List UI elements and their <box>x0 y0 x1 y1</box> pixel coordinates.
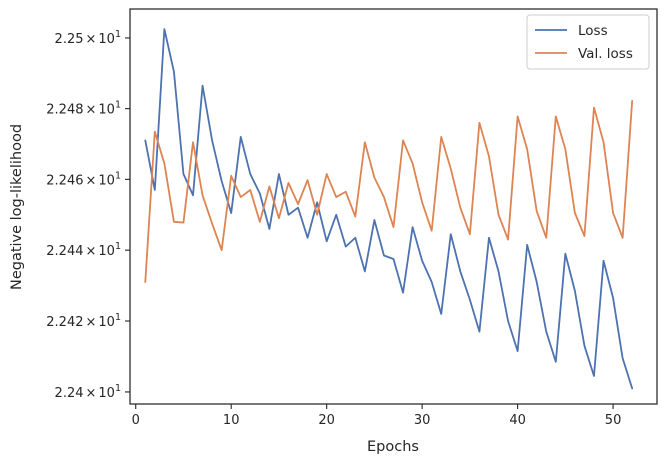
y-tick-base: 10 <box>98 32 115 47</box>
y-tick-exponent: 1 <box>115 100 121 111</box>
y-axis-label: Negative log-likelihood <box>9 124 25 290</box>
y-tick-base: 10 <box>98 173 115 188</box>
series-line-val-loss <box>144 99 634 283</box>
y-tick-times: × <box>86 173 97 188</box>
y-tick-exponent: 1 <box>115 170 121 181</box>
x-tick-label: 10 <box>223 413 240 428</box>
x-tick-label: 20 <box>318 413 335 428</box>
legend: Loss Val. loss <box>526 14 650 70</box>
series-lines <box>144 28 634 390</box>
y-tick-mantissa: 2.244 <box>46 244 83 259</box>
x-tick-label: 40 <box>509 413 526 428</box>
y-tick-label: 2.246 × 101 <box>46 170 121 188</box>
x-axis-ticks: 0 10 20 30 40 50 <box>132 404 622 428</box>
y-tick-label: 2.24 × 101 <box>55 383 121 401</box>
y-tick-exponent: 1 <box>115 383 121 394</box>
y-tick-mantissa: 2.24 <box>55 386 84 401</box>
y-tick-mantissa: 2.242 <box>46 315 83 330</box>
y-tick-mantissa: 2.25 <box>55 32 84 47</box>
x-tick-label: 50 <box>605 413 622 428</box>
y-tick-base: 10 <box>98 386 115 401</box>
y-tick-times: × <box>86 386 97 401</box>
x-axis-label: Epochs <box>367 439 419 455</box>
y-tick-label: 2.25 × 101 <box>55 29 121 47</box>
series-line-loss <box>144 28 634 390</box>
y-tick-times: × <box>86 315 97 330</box>
y-tick-times: × <box>86 244 97 259</box>
y-tick-mantissa: 2.248 <box>46 103 83 118</box>
y-tick-base: 10 <box>98 244 115 259</box>
x-tick-label: 30 <box>414 413 431 428</box>
y-tick-exponent: 1 <box>115 29 121 40</box>
x-tick-label: 0 <box>132 413 140 428</box>
legend-label-val-loss: Val. loss <box>578 46 633 62</box>
y-tick-exponent: 1 <box>115 312 121 323</box>
y-tick-times: × <box>86 32 97 47</box>
y-tick-label: 2.244 × 101 <box>46 241 121 259</box>
y-tick-base: 10 <box>98 315 115 330</box>
y-tick-times: × <box>86 103 97 118</box>
y-tick-base: 10 <box>98 103 115 118</box>
y-tick-label: 2.248 × 101 <box>46 100 121 118</box>
legend-box <box>526 14 650 70</box>
y-tick-label: 2.242 × 101 <box>46 312 121 330</box>
y-tick-exponent: 1 <box>115 241 121 252</box>
legend-label-loss: Loss <box>578 23 608 39</box>
y-tick-mantissa: 2.246 <box>46 173 83 188</box>
plot-frame <box>129 8 658 405</box>
